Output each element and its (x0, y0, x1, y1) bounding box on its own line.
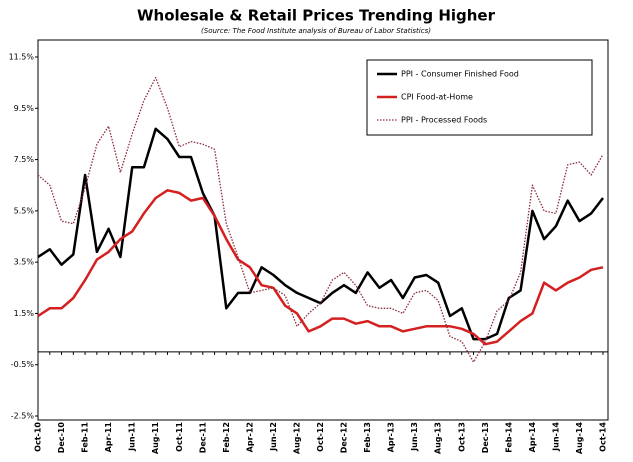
x-tick-label: Feb-11 (81, 422, 90, 453)
x-tick-label: Dec-10 (57, 422, 66, 454)
x-tick-label: Dec-11 (198, 422, 207, 454)
x-tick-label: Oct-10 (34, 422, 43, 452)
legend-label: PPI - Processed Foods (401, 116, 487, 125)
x-tick-label: Feb-13 (363, 422, 372, 453)
y-tick-label: 11.5% (9, 53, 35, 62)
x-tick-label: Oct-11 (175, 422, 184, 452)
plot-frame (37, 39, 609, 421)
x-tick-label: Apr-12 (245, 422, 254, 452)
y-tick-label: 3.5% (14, 258, 35, 267)
x-tick-label: Aug-12 (292, 422, 301, 454)
x-tick-label: Jun-11 (128, 422, 137, 452)
series-line (37, 127, 604, 341)
chart-subtitle: (Source: The Food Institute analysis of … (201, 27, 431, 35)
legend-label: CPI Food-at-Home (401, 93, 473, 102)
x-tick-label: Oct-12 (316, 422, 325, 452)
y-tick-label: 7.5% (14, 155, 35, 164)
y-tick-label: -2.5% (11, 412, 35, 421)
x-tick-label: Apr-13 (387, 422, 396, 452)
y-tick-label: 5.5% (14, 206, 35, 215)
x-tick-label: Apr-11 (104, 422, 113, 453)
series-line (37, 189, 604, 346)
x-tick-label: Dec-12 (340, 422, 349, 453)
x-tick-label: Jun-13 (410, 422, 419, 452)
x-tick-label: Aug-14 (575, 422, 584, 455)
x-tick-label: Apr-14 (528, 422, 537, 453)
legend-label: PPI - Consumer Finished Food (401, 70, 519, 79)
y-tick-label: 9.5% (14, 104, 35, 113)
legend-box (366, 59, 593, 136)
chart-title: Wholesale & Retail Prices Trending Highe… (137, 7, 496, 25)
y-tick-label: 1.5% (14, 309, 35, 318)
x-tick-label: Oct-14 (599, 422, 608, 452)
x-tick-label: Aug-11 (151, 422, 160, 455)
x-tick-label: Dec-13 (481, 422, 490, 453)
x-tick-label: Jun-14 (551, 422, 560, 452)
x-tick-label: Feb-14 (504, 422, 513, 453)
x-tick-label: Oct-13 (457, 422, 466, 452)
y-tick-label: -0.5% (11, 360, 35, 369)
x-tick-label: Aug-13 (434, 422, 443, 454)
x-tick-label: Jun-12 (269, 422, 278, 452)
x-tick-label: Feb-12 (222, 422, 231, 453)
